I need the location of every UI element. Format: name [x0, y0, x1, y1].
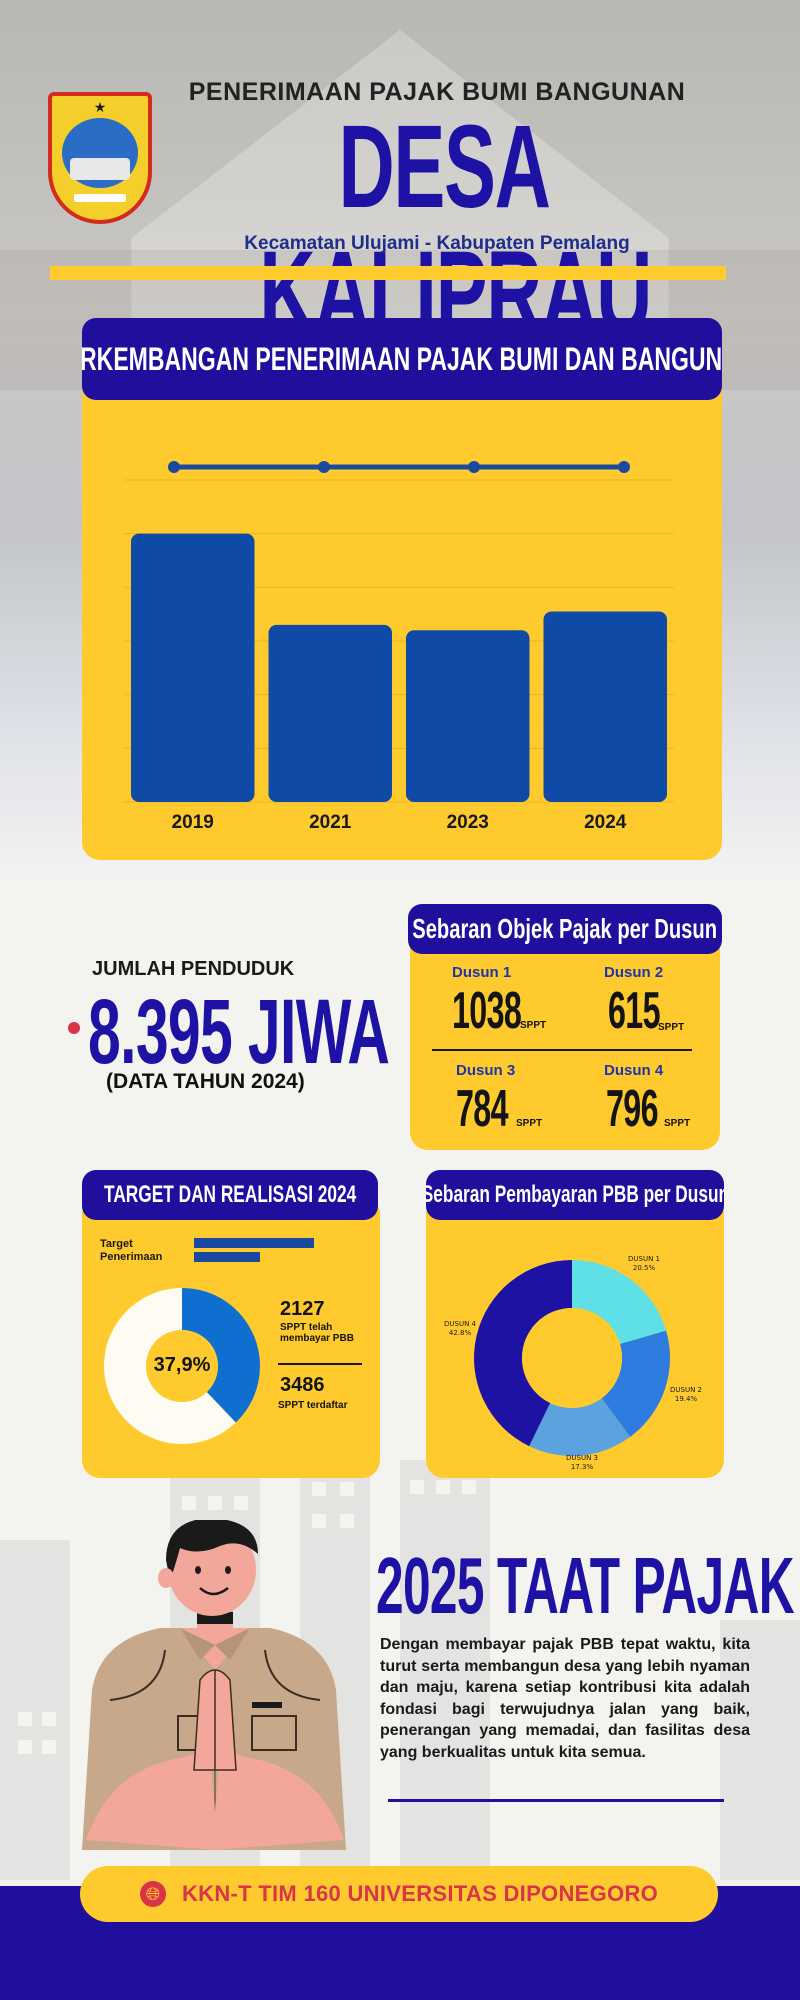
slice-label-dusun-3: DUSUN 3 17.3%: [566, 1454, 598, 1471]
taat-pajak-text: Dengan membayar pajak PBB tepat waktu, k…: [380, 1636, 750, 1761]
donut-center: [522, 1308, 622, 1408]
taat-pajak-title: 2025 TAAT PAJAK: [376, 1541, 795, 1630]
footer-pill: 🌐︎ KKN-T TIM 160 UNIVERSITAS DIPONEGORO: [80, 1866, 718, 1922]
bar-2023: [406, 630, 530, 802]
dusun-object-item: Dusun 4 796 SPPT: [604, 1062, 691, 1138]
pemalang-regency-emblem-icon: ★: [48, 92, 152, 224]
header-divider: [50, 266, 726, 280]
city-silhouette-building: [720, 1620, 800, 1880]
header-subtitle: PENERIMAAN PAJAK BUMI BANGUNAN: [188, 78, 686, 106]
slice-label-dusun-2: DUSUN 2 19.4%: [670, 1386, 702, 1403]
population-year-note: (DATA TAHUN 2024): [106, 1070, 305, 1093]
dusun-object-item: Dusun 2 615 SPPT: [604, 964, 685, 1040]
dusun-object-item: Dusun 1 1038 SPPT: [452, 964, 547, 1040]
registered-count: 3486: [280, 1374, 325, 1396]
line-marker: [618, 461, 630, 473]
realization-bar: [194, 1252, 260, 1262]
target-realization-title: TARGET DAN REALISASI 2024: [82, 1170, 378, 1220]
header-location: Kecamatan Ulujami - Kabupaten Pemalang: [244, 233, 630, 254]
payment-donut-chart: [474, 1260, 670, 1456]
footer-text: KKN-T TIM 160 UNIVERSITAS DIPONEGORO: [181, 1881, 659, 1906]
globe-icon: 🌐︎: [139, 1881, 166, 1907]
revenue-chart-title: PERKEMBANGAN PENERIMAAN PAJAK BUMI DAN B…: [82, 318, 722, 400]
line-marker: [468, 461, 480, 473]
dusun-object-item: Dusun 3 784 SPPT: [456, 1062, 543, 1138]
revenue-bar-chart: 2019 2021 2023 2024: [124, 461, 674, 833]
x-tick-label: 2021: [309, 812, 352, 833]
stat-divider: [278, 1363, 362, 1365]
city-silhouette-building: [400, 1460, 490, 1880]
payment-slice-1: [572, 1260, 667, 1345]
target-percent: 37,9%: [153, 1354, 211, 1376]
dusun-divider: [432, 1049, 692, 1051]
donut-slice-realized: [182, 1288, 260, 1423]
payment-slice-2: [601, 1330, 670, 1437]
slice-label-dusun-1: DUSUN 1 20.5%: [628, 1255, 660, 1272]
x-tick-label: 2024: [584, 812, 627, 833]
city-silhouette-building: [10, 1700, 70, 1880]
target-bar: [194, 1238, 314, 1248]
paid-count: 2127: [280, 1298, 325, 1320]
civil-servant-illustration: [82, 1520, 346, 1850]
payment-distribution-title: Sebaran Pembayaran PBB per Dusun: [426, 1170, 724, 1220]
bar-2019: [131, 533, 255, 802]
line-marker: [168, 461, 180, 473]
registered-text: SPPT terdaftar: [278, 1400, 348, 1411]
target-bar-label: Target Penerimaan: [100, 1238, 163, 1263]
slice-label-dusun-4: DUSUN 4 42.8%: [444, 1320, 476, 1337]
donut-slice-remaining: [103, 1288, 236, 1444]
population-value: 8.395 JIWA: [88, 981, 390, 1083]
population-label: JUMLAH PENDUDUK: [92, 958, 295, 980]
line-marker: [318, 461, 330, 473]
x-tick-label: 2019: [172, 812, 214, 833]
target-donut-chart: [103, 1288, 260, 1444]
x-tick-label: 2023: [447, 812, 489, 833]
dusun-objects-title: Sebaran Objek Pajak per Dusun: [408, 904, 722, 954]
paid-text: SPPT telah membayar PBB: [280, 1322, 354, 1344]
payment-slice-4: [474, 1260, 572, 1447]
payment-slice-3: [529, 1398, 631, 1456]
dusun-objects-card: [410, 930, 720, 1150]
bar-2021: [268, 624, 392, 802]
taat-divider: [388, 1799, 724, 1802]
donut-center: [146, 1330, 218, 1402]
bar-2024: [543, 611, 667, 802]
bullet-dot: [68, 1022, 80, 1034]
